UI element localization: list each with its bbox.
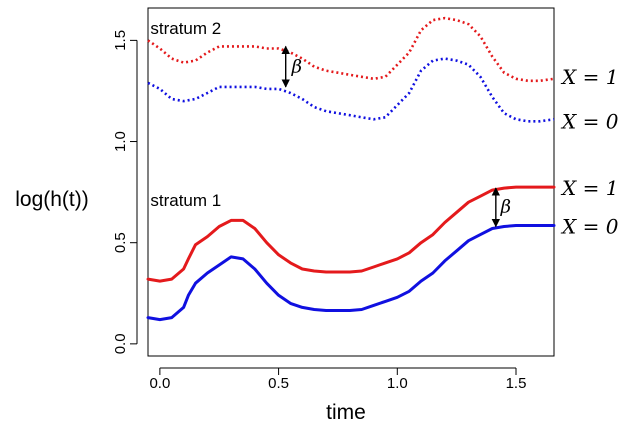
plot-frame bbox=[147, 7, 555, 357]
x-tick-label: 1.0 bbox=[387, 375, 408, 392]
x-tick-label: 1.5 bbox=[506, 375, 527, 392]
stratum-label: stratum 1 bbox=[150, 191, 221, 210]
series-dotted-blue-3 bbox=[147, 57, 555, 123]
y-tick-label: 0.5 bbox=[112, 232, 129, 253]
y-axis-label: log(h(t)) bbox=[15, 188, 89, 211]
y-tick-label: 1.5 bbox=[112, 30, 129, 51]
group-label: X = 1 bbox=[560, 176, 618, 200]
x-tick-label: 0.0 bbox=[149, 375, 170, 392]
series-layer bbox=[146, 16, 556, 322]
beta-label: β bbox=[291, 57, 302, 78]
stratum-label: stratum 2 bbox=[150, 19, 221, 38]
series-solid-blue-1 bbox=[146, 224, 556, 322]
x-tick-label: 0.5 bbox=[268, 375, 289, 392]
beta-label: β bbox=[500, 196, 511, 217]
y-tick-label: 0.0 bbox=[112, 333, 129, 354]
y-tick-label: 1.0 bbox=[112, 131, 129, 152]
series-solid-red-0 bbox=[146, 185, 556, 283]
group-label: X = 0 bbox=[560, 215, 619, 239]
group-label: X = 0 bbox=[560, 109, 619, 133]
axes-layer: 0.0 0.5 1.0 1.5 0.0 0.5 1.0 1.5 bbox=[112, 30, 526, 392]
group-label: X = 1 bbox=[560, 65, 618, 89]
series-dotted-red-2 bbox=[147, 16, 555, 83]
annotation-layer: stratum 2 stratum 1 β β X = 1 X = 0 X = 1 X = 0 bbox=[150, 19, 618, 238]
x-axis-label: time bbox=[326, 401, 366, 424]
